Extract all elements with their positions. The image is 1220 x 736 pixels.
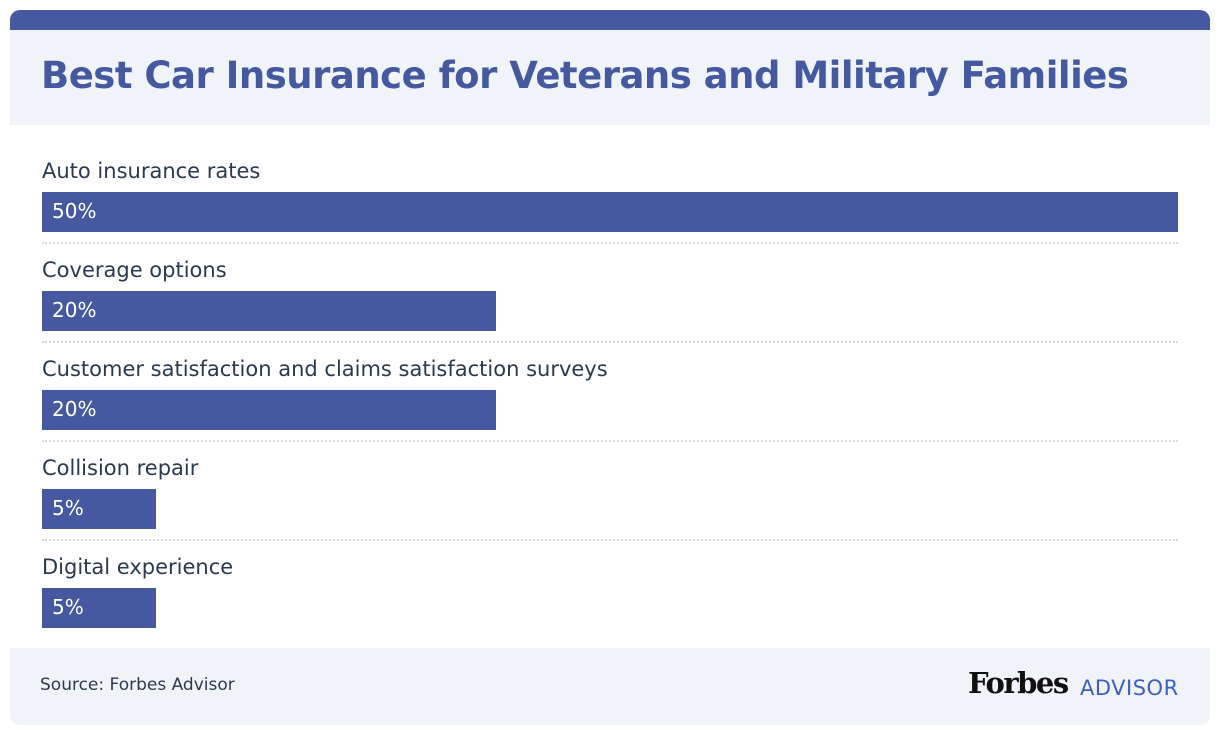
chart-header: Best Car Insurance for Veterans and Mili…	[10, 30, 1210, 125]
category-label: Coverage options	[42, 258, 227, 282]
bar-row: Auto insurance rates 50%	[42, 159, 1178, 264]
value-label: 20%	[52, 397, 97, 421]
bar: 5%	[42, 489, 156, 529]
value-label: 5%	[52, 496, 84, 520]
row-divider	[42, 440, 1178, 442]
bar-row: Customer satisfaction and claims satisfa…	[42, 357, 1178, 462]
bar-row: Digital experience 5%	[42, 555, 1178, 660]
bar: 20%	[42, 291, 497, 331]
chart-title: Best Car Insurance for Veterans and Mili…	[41, 54, 1129, 97]
row-divider	[42, 242, 1178, 244]
value-label: 50%	[52, 199, 97, 223]
category-label: Customer satisfaction and claims satisfa…	[42, 357, 608, 381]
bar-row: Collision repair 5%	[42, 456, 1178, 561]
category-label: Digital experience	[42, 555, 234, 579]
row-divider	[42, 341, 1178, 343]
bar: 50%	[42, 192, 1178, 232]
category-label: Collision repair	[42, 456, 199, 480]
advisor-logo-text: ADVISOR	[1080, 676, 1179, 700]
top-accent-bar	[10, 10, 1210, 30]
value-label: 5%	[52, 595, 84, 619]
source-note: Source: Forbes Advisor	[40, 675, 235, 695]
row-divider	[42, 539, 1178, 541]
bar-row: Coverage options 20%	[42, 258, 1178, 363]
bar: 5%	[42, 588, 156, 628]
value-label: 20%	[52, 298, 97, 322]
category-label: Auto insurance rates	[42, 159, 261, 183]
chart-footer: Source: Forbes Advisor Forbes ADVISOR	[10, 648, 1210, 725]
bar: 20%	[42, 390, 497, 430]
forbes-logo: Forbes	[968, 666, 1069, 700]
